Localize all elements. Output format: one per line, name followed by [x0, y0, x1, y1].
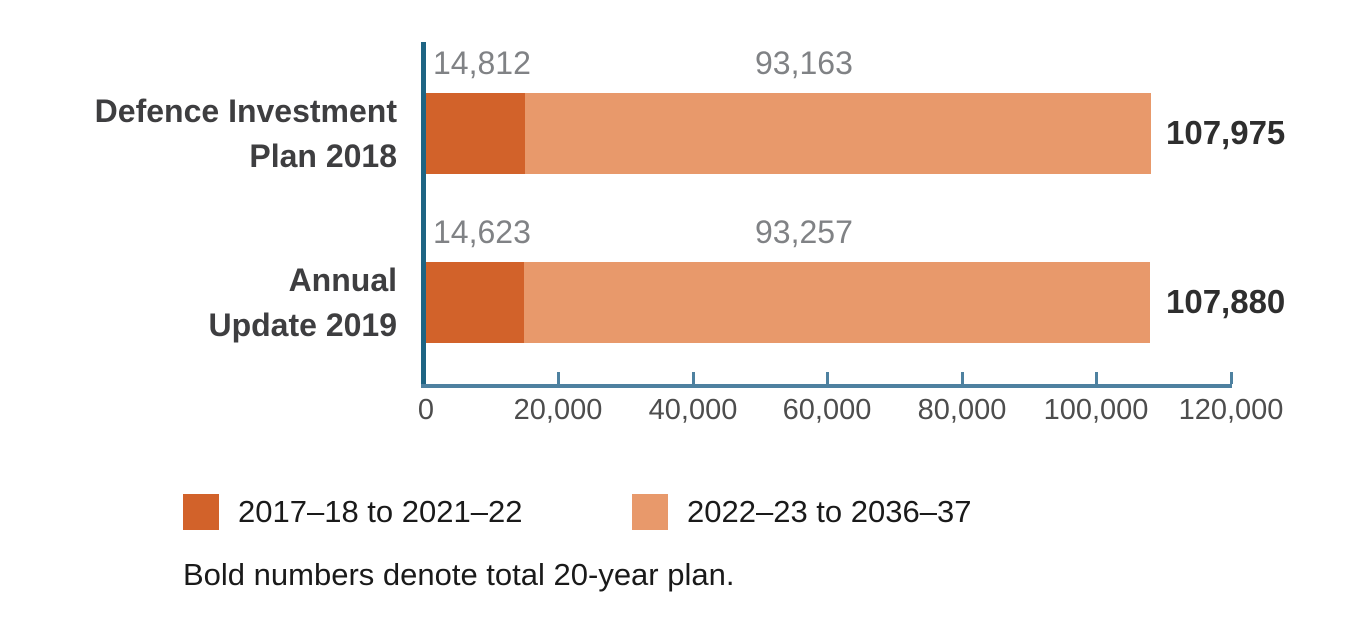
legend-label-series2: 2022–23 to 2036–37 [687, 494, 972, 529]
x-axis-tick-label: 20,000 [513, 394, 603, 426]
category-label-line1: Annual [288, 262, 397, 298]
x-axis-tick-label: 60,000 [782, 394, 872, 426]
x-axis-tick-label: 0 [417, 394, 435, 426]
x-axis-tick-label: 100,000 [1043, 394, 1149, 426]
bar-segment-series1 [426, 93, 525, 174]
bar-row [426, 262, 1150, 343]
total-value-label: 107,880 [1166, 283, 1286, 320]
category-label-line2: Update 2019 [208, 307, 397, 343]
y-axis-line [421, 42, 426, 388]
x-axis-tick [961, 372, 964, 384]
category-label-line1: Defence Investment [94, 93, 397, 129]
x-axis-tick [692, 372, 695, 384]
x-axis-tick [1095, 372, 1098, 384]
bar-segment-series2 [524, 262, 1150, 343]
segment-value-label: 14,623 [433, 214, 531, 250]
x-axis-tick-label: 80,000 [917, 394, 1007, 426]
chart-footnote: Bold numbers denote total 20-year plan. [183, 557, 735, 592]
legend-label-series1: 2017–18 to 2021–22 [238, 494, 523, 529]
total-value-label: 107,975 [1166, 114, 1286, 151]
bar-segment-series2 [525, 93, 1151, 174]
x-axis-tick-label: 120,000 [1178, 394, 1284, 426]
category-label-defence-investment-plan-2018: Defence Investment Plan 2018 [15, 89, 397, 179]
legend-item-series2: 2022–23 to 2036–37 [632, 494, 971, 530]
segment-value-label: 14,812 [433, 45, 531, 81]
bar-segment-series1 [426, 262, 524, 343]
x-axis-tick [557, 372, 560, 384]
bar-row [426, 93, 1151, 174]
x-axis-tick-label: 40,000 [648, 394, 738, 426]
category-label-line2: Plan 2018 [249, 138, 397, 174]
segment-value-label: 93,163 [755, 45, 853, 81]
segment-value-label: 93,257 [755, 214, 853, 250]
legend-item-series1: 2017–18 to 2021–22 [183, 494, 522, 530]
x-axis-tick [1230, 372, 1233, 384]
x-axis-tick [826, 372, 829, 384]
legend-swatch-series1 [183, 494, 219, 530]
x-axis-line [421, 384, 1232, 388]
category-label-annual-update-2019: Annual Update 2019 [15, 258, 397, 348]
legend-swatch-series2 [632, 494, 668, 530]
